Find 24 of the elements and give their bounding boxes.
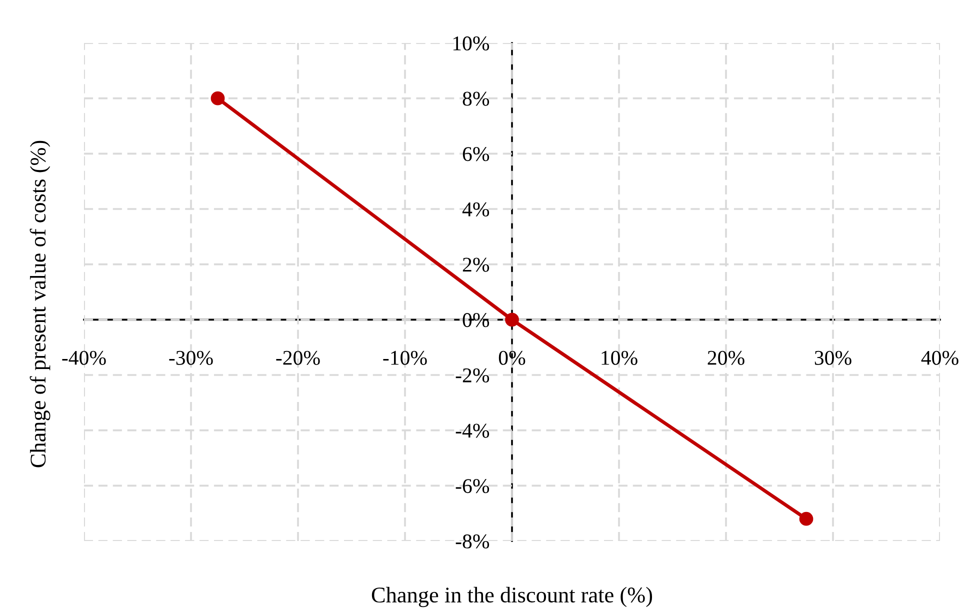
y-tick-label: 2%	[462, 258, 490, 272]
x-tick-label: 40%	[921, 350, 958, 365]
y-tick-label: -4%	[456, 424, 490, 438]
y-tick-label: 8%	[462, 92, 490, 106]
y-tick-label: -2%	[456, 368, 490, 382]
x-tick-label: 10%	[602, 350, 638, 365]
y-tick-label: 0%	[462, 313, 490, 328]
y-tick-label: 6%	[462, 147, 490, 162]
x-axis-title: Change in the discount rate (%)	[372, 586, 652, 608]
x-tick-label: 30%	[814, 350, 852, 365]
point	[799, 512, 814, 526]
y-tick-label: 4%	[462, 202, 490, 216]
y-axis-title: Change of present value of costs (%)	[30, 140, 50, 468]
x-tick-label: -40%	[62, 350, 106, 365]
y-tick-label: 10%	[453, 36, 490, 50]
x-tick-label: -10%	[383, 350, 427, 365]
x-tick-label: 20%	[708, 350, 744, 365]
y-tick-label: -6%	[456, 479, 490, 494]
x-tick-label: -20%	[276, 350, 320, 365]
y-tick-label: -8%	[456, 534, 490, 548]
point	[210, 91, 225, 106]
x-tick-label: 0%	[498, 350, 526, 365]
x-tick-label: -30%	[169, 350, 213, 365]
point	[505, 312, 519, 327]
